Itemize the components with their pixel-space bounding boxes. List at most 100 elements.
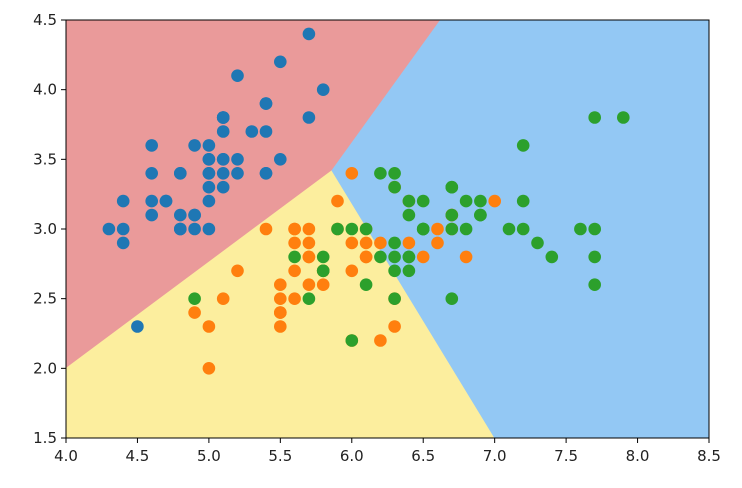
data-point-series-2 [402,250,416,264]
data-point-series-2 [531,236,544,250]
data-point-series-1 [302,236,316,250]
data-point-series-0 [259,125,273,138]
y-tick-label: 4.0 [33,81,57,99]
data-point-series-2 [445,292,459,306]
x-tick-label: 8.5 [697,447,721,465]
data-point-series-1 [302,222,316,236]
data-point-series-2 [359,222,373,236]
data-point-series-1 [374,334,387,347]
x-tick-label: 6.0 [340,447,364,465]
x-axis: 4.0 4.5 5.0 5.5 6.0 6.5 7.0 7.5 8.0 8.5 [54,438,721,465]
data-point-series-1 [288,236,301,250]
data-point-series-1 [359,236,373,250]
data-point-series-2 [388,180,401,194]
data-point-series-0 [216,111,230,124]
data-point-series-2 [288,250,301,264]
data-point-series-1 [331,194,344,208]
data-point-series-2 [388,250,401,264]
data-point-series-2 [588,250,601,264]
data-point-series-2 [188,292,201,306]
data-point-series-1 [302,278,316,292]
y-axis: 1.5 2.0 2.5 3.0 3.5 4.0 4.5 [33,11,66,447]
data-point-series-1 [274,292,287,306]
data-point-series-2 [345,222,359,236]
data-point-series-1 [345,264,359,278]
data-point-series-0 [159,194,173,208]
data-point-series-2 [388,264,401,278]
data-point-series-0 [302,111,316,124]
data-point-series-1 [416,250,430,264]
data-point-series-0 [202,180,216,194]
data-point-series-1 [188,306,201,319]
data-point-series-0 [202,167,216,180]
data-point-series-0 [188,222,201,236]
data-point-series-2 [359,278,373,292]
data-point-series-2 [588,278,601,292]
data-point-series-0 [274,55,287,69]
data-point-series-2 [388,236,401,250]
data-point-series-1 [274,278,287,292]
data-point-series-0 [145,139,158,152]
data-point-series-2 [445,222,459,236]
data-point-series-0 [116,236,130,250]
data-point-series-1 [288,264,301,278]
data-point-series-1 [374,236,387,250]
data-point-series-0 [316,83,330,96]
data-point-series-2 [516,194,530,208]
data-point-series-0 [188,139,201,152]
data-point-series-0 [116,194,130,208]
data-point-series-2 [459,222,473,236]
data-point-series-2 [474,208,487,222]
data-point-series-1 [302,250,316,264]
data-point-series-2 [374,250,387,264]
data-point-series-0 [202,194,216,208]
data-point-series-0 [231,153,244,166]
data-point-series-2 [516,222,530,236]
data-point-series-1 [388,320,401,333]
data-point-series-2 [402,194,416,208]
data-point-series-0 [131,320,144,333]
x-tick-label: 5.5 [268,447,292,465]
data-point-series-0 [231,69,244,82]
data-point-series-1 [316,278,330,292]
data-point-series-1 [359,250,373,264]
y-tick-label: 1.5 [33,429,57,447]
decision-regions [66,20,709,438]
x-tick-label: 4.0 [54,447,78,465]
data-point-series-2 [545,250,559,264]
data-point-series-0 [202,222,216,236]
data-point-series-1 [216,292,230,306]
data-point-series-2 [331,222,344,236]
data-point-series-0 [259,167,273,180]
x-tick-label: 4.5 [126,447,150,465]
data-point-series-2 [388,292,401,306]
data-point-series-1 [202,362,216,375]
data-point-series-0 [174,222,187,236]
data-point-series-0 [302,27,316,41]
data-point-series-2 [416,222,430,236]
data-point-series-2 [374,167,387,180]
x-tick-label: 5.0 [197,447,221,465]
data-point-series-1 [488,194,502,208]
data-point-series-2 [588,111,601,124]
y-tick-label: 4.5 [33,11,57,29]
data-point-series-1 [459,250,473,264]
data-point-series-1 [431,222,444,236]
data-point-series-2 [316,264,330,278]
data-point-series-0 [274,153,287,166]
data-point-series-2 [617,111,630,124]
data-point-series-0 [145,194,158,208]
data-points [102,27,630,375]
data-point-series-2 [402,264,416,278]
data-point-series-2 [588,222,601,236]
data-point-series-0 [231,167,244,180]
data-point-series-0 [116,222,130,236]
data-point-series-2 [302,292,316,306]
data-point-series-1 [345,236,359,250]
data-point-series-0 [202,139,216,152]
data-point-series-0 [145,208,158,222]
data-point-series-1 [274,320,287,333]
data-point-series-1 [345,167,359,180]
data-point-series-0 [202,153,216,166]
y-tick-label: 3.5 [33,150,57,168]
